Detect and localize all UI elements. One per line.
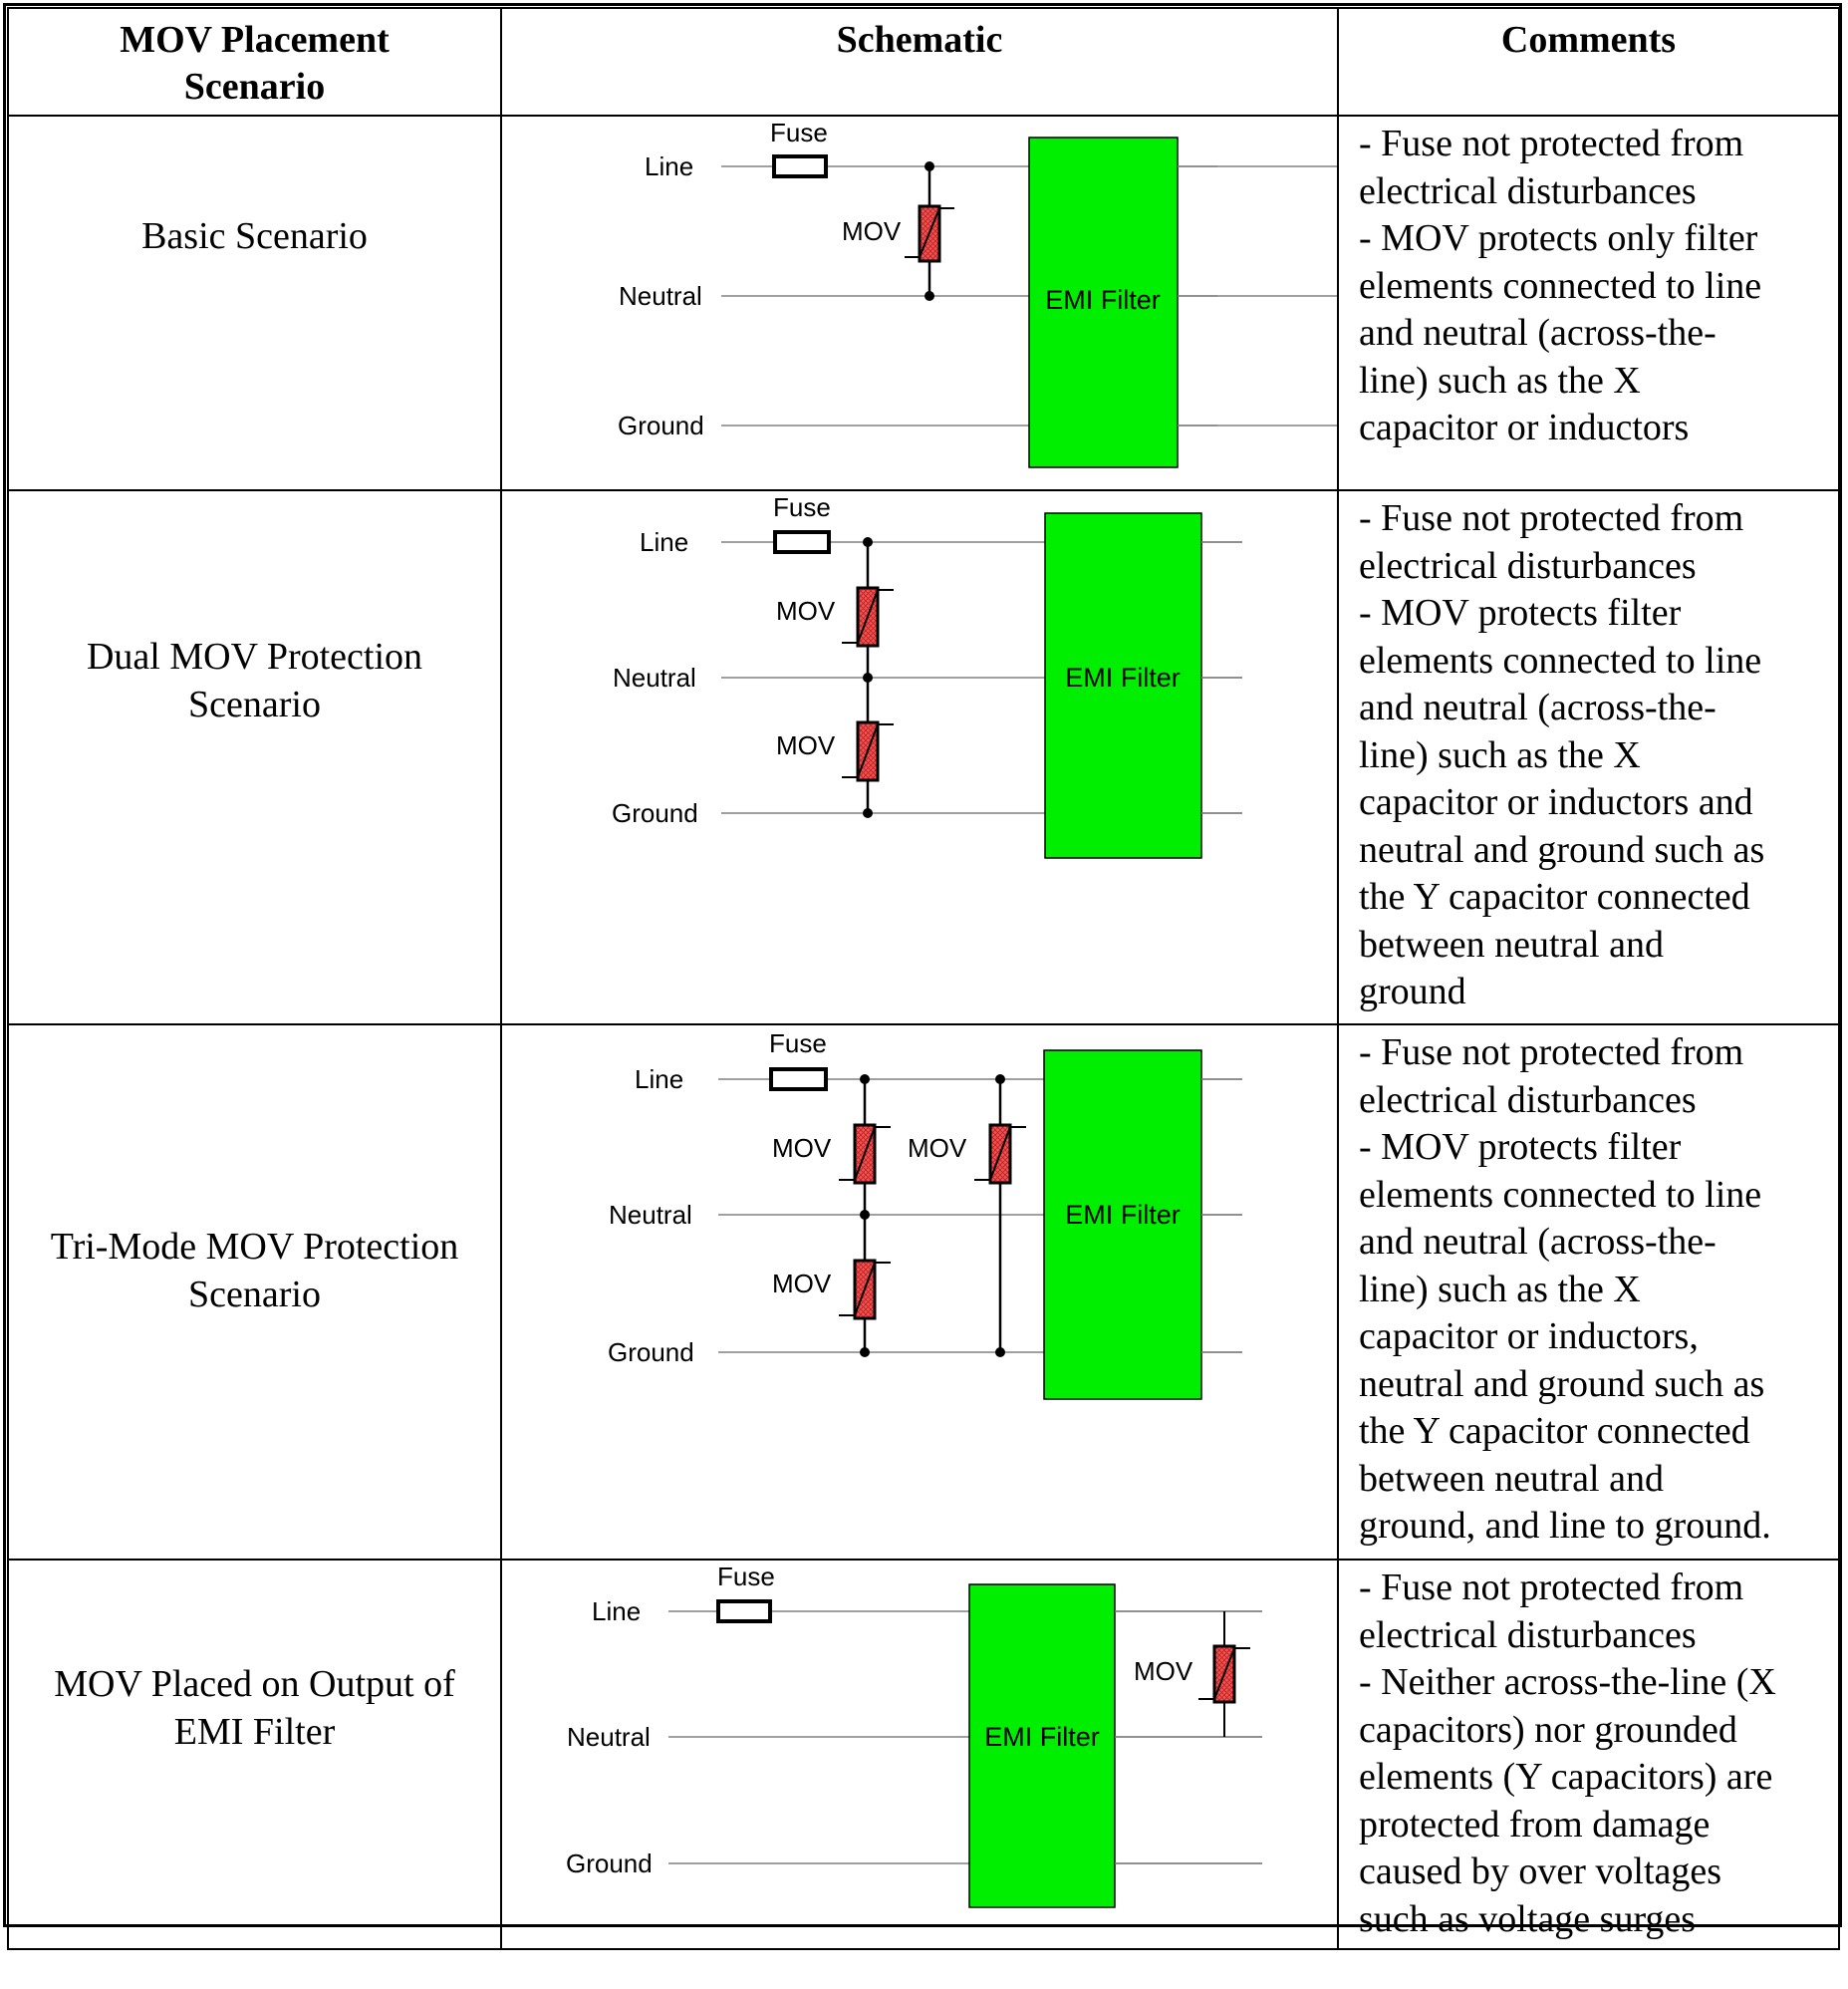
emi-filter-block <box>1028 137 1179 468</box>
mov-label: MOV <box>842 216 902 246</box>
junction-dot <box>860 1347 870 1357</box>
emi-filter-label: EMI Filter <box>1065 663 1181 693</box>
junction-dot <box>995 1074 1005 1084</box>
emi-filter-label: EMI Filter <box>1065 1200 1181 1230</box>
emi-filter-block <box>1043 1049 1202 1400</box>
scenario-name: Tri-Mode MOV Protection <box>50 1226 459 1268</box>
junction-dot <box>924 161 934 171</box>
junction-dot <box>863 537 873 547</box>
mov-slash <box>974 1126 1026 1181</box>
mov-label: MOV <box>1134 1656 1193 1686</box>
junction-dot <box>924 291 934 301</box>
scenario-cell: Dual MOV Protection Scenario <box>7 489 502 1025</box>
line-label: Line <box>592 1596 641 1626</box>
fuse-symbol <box>769 1067 828 1091</box>
mov-label: MOV <box>772 1133 832 1163</box>
scenario-name: Scenario <box>188 1274 321 1315</box>
junction-dot <box>863 673 873 683</box>
emi-filter-block <box>968 1583 1116 1908</box>
schematic-cell: Line Neutral Ground Fuse MOV EMI Filter <box>500 115 1508 491</box>
junction-dot <box>995 1347 1005 1357</box>
schematic-tri-mode: Line Neutral Ground Fuse MOV MOV <box>608 1028 1242 1400</box>
mov-slash <box>842 589 894 644</box>
mov-label: MOV <box>776 596 836 626</box>
scenario-cell: Tri-Mode MOV Protection Scenario <box>7 1023 502 1561</box>
line-label: Line <box>645 151 693 181</box>
schematic-basic: Line Neutral Ground Fuse MOV EMI Filter <box>618 118 1508 468</box>
emi-filter-label: EMI Filter <box>1045 285 1161 315</box>
fuse-label: Fuse <box>773 492 831 522</box>
scenario-cell: Basic Scenario <box>7 115 502 491</box>
scenario-name: EMI Filter <box>173 1711 336 1753</box>
neutral-label: Neutral <box>619 281 702 311</box>
mov-slash <box>839 1126 891 1181</box>
line-label: Line <box>640 527 688 557</box>
mov-label: MOV <box>776 730 836 760</box>
fuse-label: Fuse <box>717 1562 775 1591</box>
junction-dot <box>860 1210 870 1220</box>
mov-slash <box>842 723 894 778</box>
table-row: Tri-Mode MOV Protection Scenario Line Ne… <box>7 1023 1840 1561</box>
neutral-label: Neutral <box>609 1200 692 1230</box>
table-row: Basic Scenario Line Neutral Ground Fuse <box>7 115 1840 491</box>
emi-filter-label: EMI Filter <box>984 1722 1100 1752</box>
comments-cell: - Fuse not protected from electrical dis… <box>1337 115 1840 491</box>
junction-dot <box>860 1074 870 1084</box>
ground-label: Ground <box>612 798 698 828</box>
comments-cell: - Fuse not protected from electrical dis… <box>1337 489 1840 1025</box>
mov-slash <box>839 1262 891 1316</box>
fuse-symbol <box>772 154 828 178</box>
fuse-label: Fuse <box>769 1028 827 1058</box>
comments-cell: - Fuse not protected from electrical dis… <box>1337 1023 1840 1561</box>
header-row: MOV Placement Scenario Schematic Comment… <box>7 7 1840 117</box>
schematic-dual: Line Neutral Ground Fuse MOV MOV <box>612 492 1242 859</box>
scenario-name: Dual MOV Protection <box>86 636 423 678</box>
table-row: MOV Placed on Output of EMI Filter Line … <box>7 1559 1840 1950</box>
mov-slash <box>1198 1647 1250 1700</box>
neutral-label: Neutral <box>613 663 696 693</box>
header-scenario: MOV Placement Scenario <box>7 7 502 117</box>
schematic-cell: Line Neutral Ground Fuse MOV EMI Filter <box>500 1559 1339 1950</box>
mov-placement-table: MOV Placement Scenario Schematic Comment… <box>7 7 1840 1950</box>
ground-label: Ground <box>618 411 704 440</box>
mov-label: MOV <box>772 1269 832 1298</box>
emi-filter-block <box>1044 512 1202 859</box>
scenario-name: MOV Placed on Output of <box>54 1663 455 1705</box>
neutral-label: Neutral <box>567 1722 651 1752</box>
header-schematic: Schematic <box>500 7 1339 117</box>
header-comments: Comments <box>1337 7 1840 117</box>
fuse-symbol <box>716 1599 772 1623</box>
schematic-cell: Line Neutral Ground Fuse MOV MOV <box>500 1023 1339 1561</box>
comments-cell: - Fuse not protected from electrical dis… <box>1337 1559 1840 1950</box>
ground-label: Ground <box>566 1848 653 1878</box>
schematic-output-mov: Line Neutral Ground Fuse MOV EMI Filter <box>566 1562 1262 1908</box>
scenario-name: Scenario <box>188 684 321 725</box>
fuse-symbol <box>773 530 831 554</box>
line-label: Line <box>635 1064 683 1094</box>
scenario-name: Basic Scenario <box>141 215 368 257</box>
scenario-cell: MOV Placed on Output of EMI Filter <box>7 1559 502 1950</box>
ground-label: Ground <box>608 1337 694 1367</box>
mov-label: MOV <box>908 1133 967 1163</box>
junction-dot <box>863 808 873 818</box>
schematic-cell: Line Neutral Ground Fuse MOV MOV <box>500 489 1339 1025</box>
table-row: Dual MOV Protection Scenario Line Neutra… <box>7 489 1840 1025</box>
fuse-label: Fuse <box>770 118 828 147</box>
mov-slash <box>905 207 954 258</box>
